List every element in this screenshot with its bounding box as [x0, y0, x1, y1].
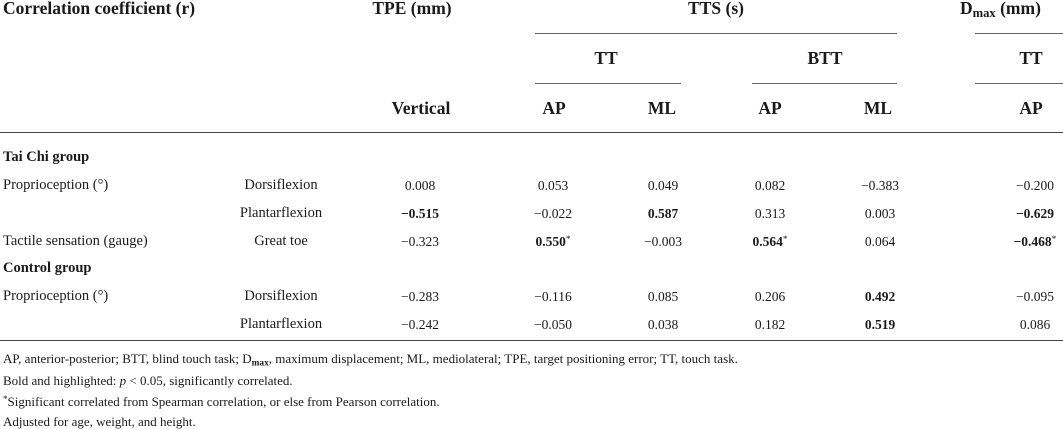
row-sublabel: Plantarflexion	[239, 205, 323, 221]
header-tt: TT	[594, 48, 618, 68]
header-ap-dmax: AP	[1019, 98, 1043, 118]
table-cell: 0.085	[647, 289, 679, 304]
table-cell: 0.564*	[752, 234, 788, 249]
header-ap-btt: AP	[758, 98, 782, 118]
footnote-significance: Bold and highlighted: p < 0.05, signific…	[3, 373, 293, 388]
table-cell: −0.515	[400, 206, 440, 221]
table-cell: 0.064	[864, 234, 896, 249]
table-cell: 0.519	[864, 317, 896, 332]
header-ml-btt: ML	[863, 98, 893, 118]
table-cell: 0.082	[754, 178, 786, 193]
header-ap-tt: AP	[542, 98, 566, 118]
table-cell: −0.095	[1016, 289, 1054, 304]
header-tpe: TPE (mm)	[372, 0, 452, 18]
table-cell: 0.086	[1019, 317, 1051, 332]
table-cell: −0.050	[534, 317, 572, 332]
header-vertical: Vertical	[391, 98, 451, 118]
footnote-abbreviations: AP, anterior-posterior; BTT, blind touch…	[3, 351, 738, 369]
table-cell: −0.116	[534, 289, 572, 304]
table-cell: −0.629	[1015, 206, 1055, 221]
table-cell: 0.008	[404, 178, 436, 193]
row-sublabel: Dorsiflexion	[244, 177, 318, 193]
table-cell: −0.468*	[1013, 234, 1057, 249]
table-cell: 0.003	[864, 206, 896, 221]
footnote-adjusted: Adjusted for age, weight, and height.	[3, 414, 196, 429]
table-cell: 0.053	[537, 178, 569, 193]
table-cell: −0.200	[1016, 178, 1054, 193]
header-bottom-rule	[0, 132, 1063, 133]
dmax-span-rule	[975, 33, 1063, 34]
table-cell: 0.206	[754, 289, 786, 304]
table-cell: −0.323	[401, 234, 439, 249]
row-sublabel: Great toe	[254, 233, 308, 249]
header-dmax: Dmax (mm)	[960, 0, 1041, 21]
group-heading: Tai Chi group	[3, 149, 90, 165]
table-cell: 0.038	[647, 317, 679, 332]
table-cell: 0.587	[647, 206, 679, 221]
header-correlation-coefficient: Correlation coefficient (r)	[3, 0, 196, 18]
table-cell: 0.550*	[535, 234, 571, 249]
table-cell: 0.492	[864, 289, 896, 304]
footnote-spearman: *Significant correlated from Spearman co…	[3, 393, 440, 409]
table-cell: −0.383	[861, 178, 899, 193]
header-btt: BTT	[807, 48, 843, 68]
header-tt-dmax: TT	[1019, 48, 1043, 68]
table-cell: 0.313	[754, 206, 786, 221]
row-sublabel: Dorsiflexion	[244, 288, 318, 304]
significance-marker: *	[1051, 234, 1057, 245]
significance-marker: *	[565, 234, 571, 245]
tt-dmax-span-rule	[975, 83, 1063, 84]
header-ml-tt: ML	[647, 98, 677, 118]
row-label: Tactile sensation (gauge)	[3, 233, 148, 249]
table-bottom-rule	[0, 340, 1063, 341]
table-cell: −0.242	[401, 317, 439, 332]
row-label: Proprioception (°)	[3, 177, 109, 193]
table-cell: −0.283	[401, 289, 439, 304]
table-cell: 0.049	[647, 178, 679, 193]
row-label: Proprioception (°)	[3, 288, 109, 304]
significance-marker: *	[782, 234, 788, 245]
btt-span-rule	[752, 83, 897, 84]
table-cell: −0.022	[534, 206, 572, 221]
table-cell: 0.182	[754, 317, 786, 332]
tts-span-rule	[535, 33, 897, 34]
tt-span-rule	[535, 83, 681, 84]
group-heading: Control group	[3, 260, 92, 276]
row-sublabel: Plantarflexion	[239, 316, 323, 332]
header-tts: TTS (s)	[688, 0, 744, 18]
table-cell: −0.003	[644, 234, 682, 249]
